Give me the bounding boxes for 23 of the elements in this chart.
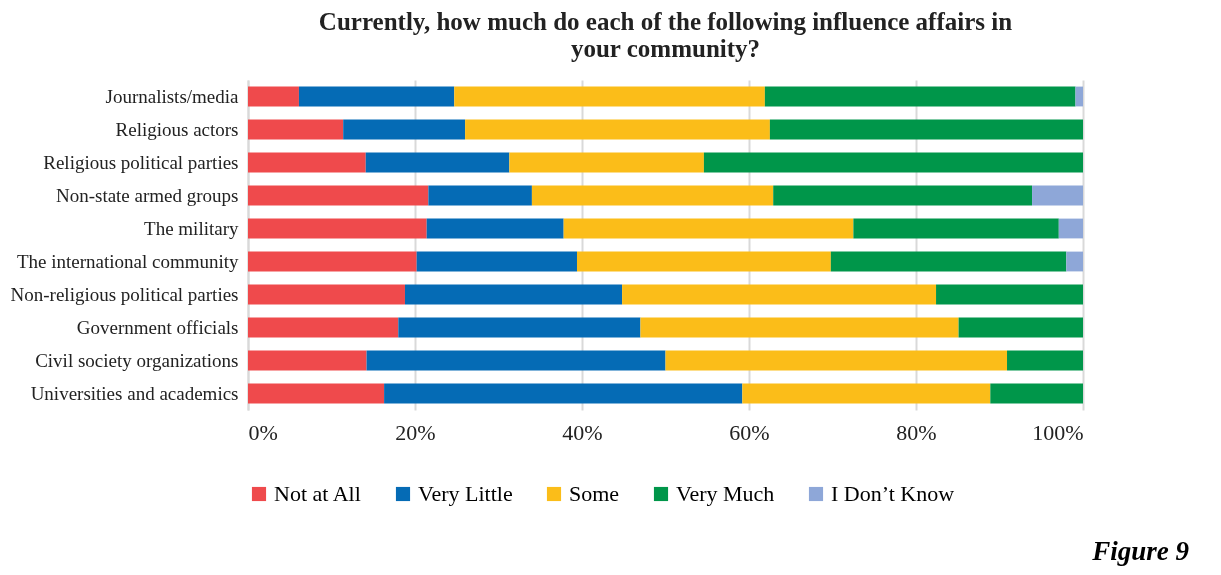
legend-label: Not at All <box>274 481 361 506</box>
x-tick-label: 100% <box>1032 419 1084 445</box>
legend-label: Very Little <box>418 481 513 506</box>
x-tick-label: 20% <box>395 419 436 445</box>
y-tick-label: Universities and academics <box>30 382 239 404</box>
x-tick-label: 60% <box>729 419 770 445</box>
chart-title: Currently, how much do each of the following influence affairs in your community? <box>318 8 1013 62</box>
y-tick-label: Religious political parties <box>43 151 239 173</box>
legend-label: Very Much <box>676 481 775 506</box>
y-tick-label: Journalists/media <box>105 85 240 107</box>
y-tick-label: Non-state armed groups <box>55 184 239 206</box>
y-tick-label: Non-religious political parties <box>10 283 239 305</box>
x-tick-label: 80% <box>896 419 937 445</box>
x-tick-label: 0% <box>248 419 278 445</box>
y-tick-label: Religious actors <box>115 118 239 140</box>
x-tick-label: 40% <box>562 419 603 445</box>
legend-label: I Don’t Know <box>831 481 955 506</box>
y-tick-label: The military <box>144 217 239 239</box>
y-tick-label: Government officials <box>76 316 239 338</box>
y-tick-label: Civil society organizations <box>35 349 239 371</box>
y-tick-label: The international community <box>16 250 239 272</box>
caption: Figure 9 <box>1092 536 1189 567</box>
legend-label: Some <box>569 481 620 506</box>
